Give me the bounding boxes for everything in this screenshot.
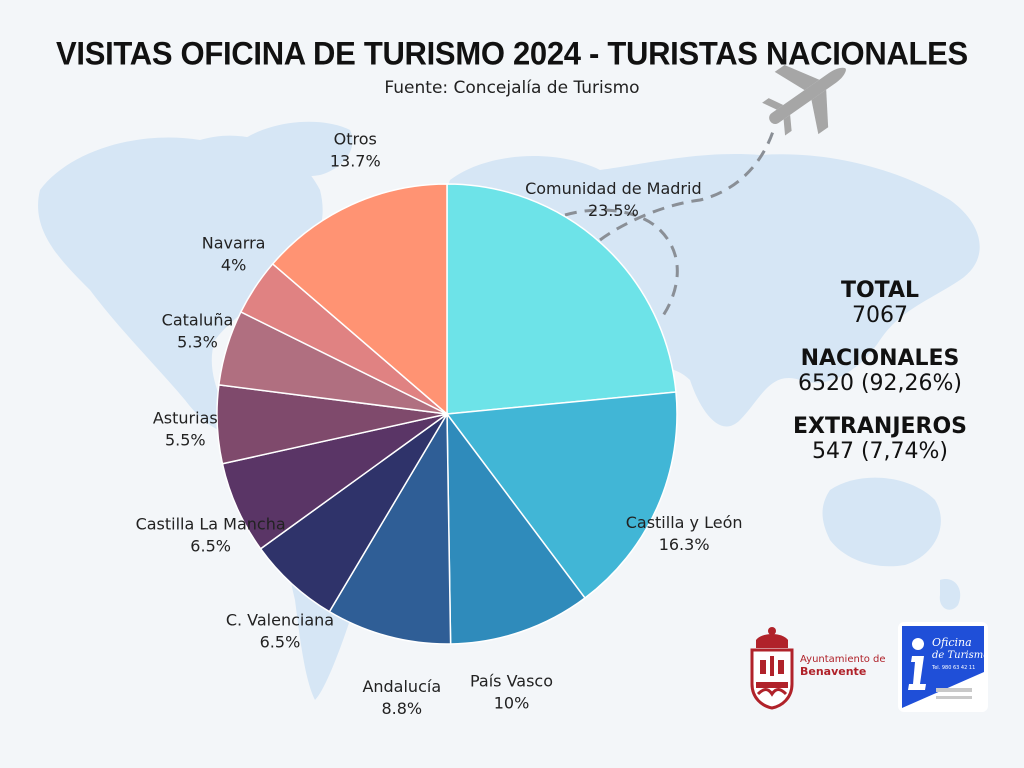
oficina-turismo-logo: Oficina de Turismo Tel. 980 63 42 11 xyxy=(898,622,988,712)
nacionales-label: NACIONALES xyxy=(800,346,960,371)
slice-label-3: Andalucía xyxy=(362,677,441,696)
plane-icon xyxy=(762,65,846,136)
pie-slice-2 xyxy=(446,411,587,645)
oficina-line2: de Turismo xyxy=(932,650,988,661)
slice-value-5: 6.5% xyxy=(190,537,231,556)
slice-label-9: Otros xyxy=(334,130,377,149)
slice-label-1: Castilla y León xyxy=(626,513,743,532)
page-subtitle: Fuente: Concejalía de Turismo xyxy=(384,78,640,98)
total-label: TOTAL xyxy=(840,278,920,303)
slice-label-5: Castilla La Mancha xyxy=(136,515,286,534)
slice-label-8: Navarra xyxy=(202,234,266,253)
slice-label-6: Asturias xyxy=(153,408,218,427)
slice-label-4: C. Valenciana xyxy=(226,610,334,629)
slice-value-1: 16.3% xyxy=(659,535,710,554)
slice-label-2: País Vasco xyxy=(470,671,553,690)
slice-value-8: 4% xyxy=(221,256,246,275)
tourist-info-icon xyxy=(908,638,926,690)
ayuntamiento-logo: Ayuntamiento de Benavente xyxy=(750,627,886,710)
pie-slice-1 xyxy=(445,391,678,600)
stats-panel: TOTAL 7067 NACIONALES 6520 (92,26%) EXTR… xyxy=(760,278,1000,482)
slice-value-3: 8.8% xyxy=(381,699,422,718)
extranjeros-label: EXTRANJEROS xyxy=(792,414,968,439)
flight-path xyxy=(564,124,777,321)
slice-value-0: 23.5% xyxy=(588,201,639,220)
slice-value-6: 5.5% xyxy=(165,430,206,449)
ayuntamiento-line1: Ayuntamiento de xyxy=(800,654,886,665)
slice-label-7: Cataluña xyxy=(162,311,234,330)
town-crest-icon xyxy=(750,627,794,710)
extranjeros-value: 547 (7,74%) xyxy=(811,439,949,464)
ayuntamiento-line2: Benavente xyxy=(800,665,866,678)
pie-slice-0 xyxy=(446,183,677,415)
page-title: VISITAS OFICINA DE TURISMO 2024 - TURIST… xyxy=(56,34,968,73)
slice-value-7: 5.3% xyxy=(177,333,218,352)
pie-slice-9 xyxy=(271,183,448,416)
slice-value-9: 13.7% xyxy=(330,152,381,171)
oficina-line1: Oficina xyxy=(932,636,972,649)
nacionales-value: 6520 (92,26%) xyxy=(797,371,963,396)
oficina-phone: Tel. 980 63 42 11 xyxy=(931,665,975,671)
slice-value-4: 6.5% xyxy=(260,632,301,651)
total-value: 7067 xyxy=(852,303,908,328)
pie-slice-3 xyxy=(328,411,452,645)
slice-value-2: 10% xyxy=(494,693,530,712)
slice-label-0: Comunidad de Madrid xyxy=(525,179,702,198)
